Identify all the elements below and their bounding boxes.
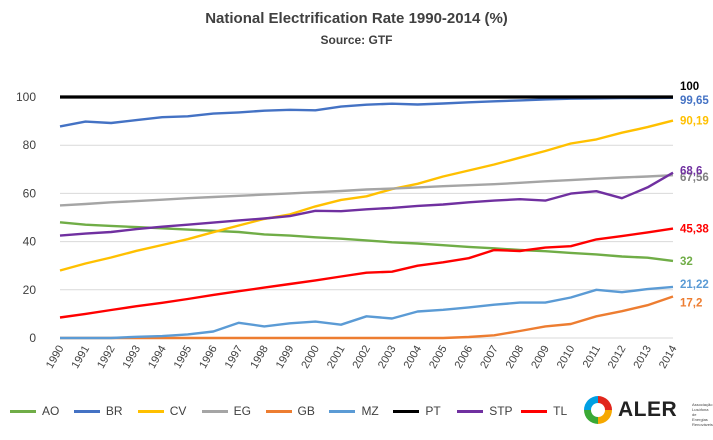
x-tick-label: 1992 [95,344,118,371]
legend-label: CV [169,404,187,418]
y-tick-label: 0 [29,331,36,345]
series-line-eg [59,174,674,207]
x-tick-label: 2006 [453,344,476,371]
x-tick-label: 1994 [146,344,169,371]
series-line-tl [59,227,674,319]
end-label-stp: 68,6 [680,166,702,178]
aler-logo-text: ALER [618,398,678,421]
legend-swatch [393,409,420,413]
x-tick-label: 2010 [555,344,578,371]
y-tick-label: 60 [23,186,37,200]
x-tick-label: 2001 [325,344,348,371]
legend-swatch [201,409,228,413]
x-tick-label: 1990 [44,344,67,371]
legend-label: GB [297,404,315,418]
legend-swatch [521,409,548,413]
legend-label: AO [42,404,60,418]
x-tick-label: 2014 [657,344,680,371]
aler-logo-icon [584,396,612,424]
legend-swatch [10,409,36,413]
x-tick-label: 1998 [248,344,271,371]
x-tick-label: 1991 [70,344,93,371]
legend-swatch [329,409,356,413]
end-label-gb: 17,2 [680,298,702,310]
legend-item-stp: STP [457,400,513,422]
end-label-eg: 67,56 [680,172,709,184]
end-label-br: 99,65 [680,95,709,107]
x-tick-label: 2008 [504,344,527,371]
aler-logo-tagline: Associação Lusófona de Energias Renováve… [692,402,713,427]
legend: AO BR CV EG GB MZ PT STP TL [10,400,585,422]
x-tick-label: 2007 [478,344,501,371]
x-tick-label: 1996 [197,344,220,371]
legend-item-eg: EG [201,400,251,422]
x-tick-label: 2012 [606,344,629,371]
legend-swatch [137,409,164,413]
legend-swatch [265,409,292,413]
legend-item-mz: MZ [329,400,379,422]
series-line-br [59,96,674,128]
legend-item-pt: PT [393,400,441,422]
x-tick-label: 2004 [402,344,425,371]
series-line-stp [59,171,674,237]
legend-item-ao: AO [10,400,59,422]
chart-subtitle: Source: GTF [320,33,393,47]
x-tick-label: 2009 [529,344,552,371]
legend-item-tl: TL [521,400,567,422]
end-label-mz: 21,22 [680,279,709,291]
series-line-ao [59,221,674,263]
aler-logo: ALER Associação Lusófona de Energias Ren… [584,396,713,432]
legend-swatch [73,409,100,413]
y-tick-label: 40 [23,235,37,249]
legend-item-br: BR [73,400,123,422]
series-line-mz [60,285,674,340]
end-label-ao: 32 [680,256,693,268]
x-tick-label: 2002 [350,344,373,371]
x-tick-label: 2011 [581,344,603,370]
legend-swatch [457,409,484,413]
legend-item-gb: GB [265,400,315,422]
x-tick-label: 1993 [121,344,144,371]
y-tick-label: 100 [16,90,36,104]
legend-label: BR [105,404,123,418]
x-tick-label: 1999 [274,344,297,371]
legend-label: PT [425,404,441,418]
x-tick-label: 1997 [223,344,246,371]
legend-item-cv: CV [137,400,187,422]
series-line-gb [60,295,674,340]
x-tick-label: 2005 [427,344,450,371]
chart-title: National Electrification Rate 1990-2014 … [205,10,508,27]
x-tick-label: 2003 [376,344,399,371]
end-label-pt: 100 [680,81,699,93]
legend-label: STP [489,404,513,418]
y-tick-label: 80 [23,138,37,152]
end-label-tl: 45,38 [680,224,709,236]
legend-label: MZ [361,404,379,418]
legend-label: TL [553,404,568,418]
x-tick-label: 1995 [172,344,195,371]
series-line-cv [59,119,674,272]
legend-label: EG [233,404,251,418]
y-tick-label: 20 [23,283,37,297]
x-tick-label: 2013 [631,344,654,371]
x-tick-label: 2000 [299,344,322,371]
end-label-cv: 90,19 [680,116,709,128]
